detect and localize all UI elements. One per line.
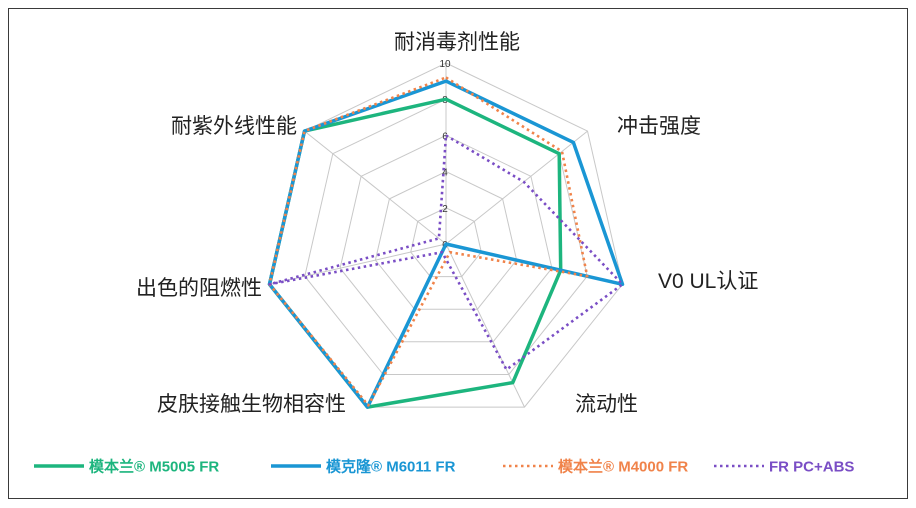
legend: 模本兰® M5005 FR 模克隆® M6011 FR 模本兰® M4000 FR F… — [34, 458, 854, 476]
legend-label: 模克隆® M6011 FR — [326, 458, 456, 476]
axis-label: V0 UL认证 — [658, 270, 758, 293]
axis-label: 耐消毒剂性能 — [394, 31, 520, 54]
grid-ring — [339, 134, 553, 343]
radial-tick-label: 2 — [442, 204, 448, 215]
radial-tick-label: 4 — [442, 168, 448, 179]
axis-label: 耐紫外线性能 — [171, 115, 297, 138]
legend-label: 模本兰® M5005 FR — [89, 458, 219, 476]
series-lines — [267, 76, 625, 409]
legend-label: FR PC+ABS — [769, 459, 854, 476]
grid-ring — [374, 171, 518, 310]
series-line-4 — [268, 134, 624, 371]
axis-label: 出色的阻燃性 — [136, 277, 262, 300]
grid-spoke — [445, 130, 588, 245]
legend-label: 模本兰® M4000 FR — [558, 458, 688, 476]
axis-label: 流动性 — [575, 393, 638, 416]
grid-spoke — [304, 130, 447, 245]
chart-frame — [8, 8, 908, 499]
grid-spoke — [445, 243, 525, 408]
radial-tick-label: 10 — [439, 59, 451, 70]
grid-spoke — [269, 243, 447, 285]
series-line-1 — [267, 97, 563, 409]
axis-label: 皮肤接触生物相容性 — [157, 393, 346, 416]
radial-tick-label: 6 — [442, 131, 448, 142]
grid-ring — [304, 98, 588, 375]
series-line-3 — [268, 76, 589, 407]
radar-grid — [268, 62, 624, 408]
axis-label: 冲击强度 — [617, 115, 701, 138]
grid-ring — [410, 207, 482, 278]
